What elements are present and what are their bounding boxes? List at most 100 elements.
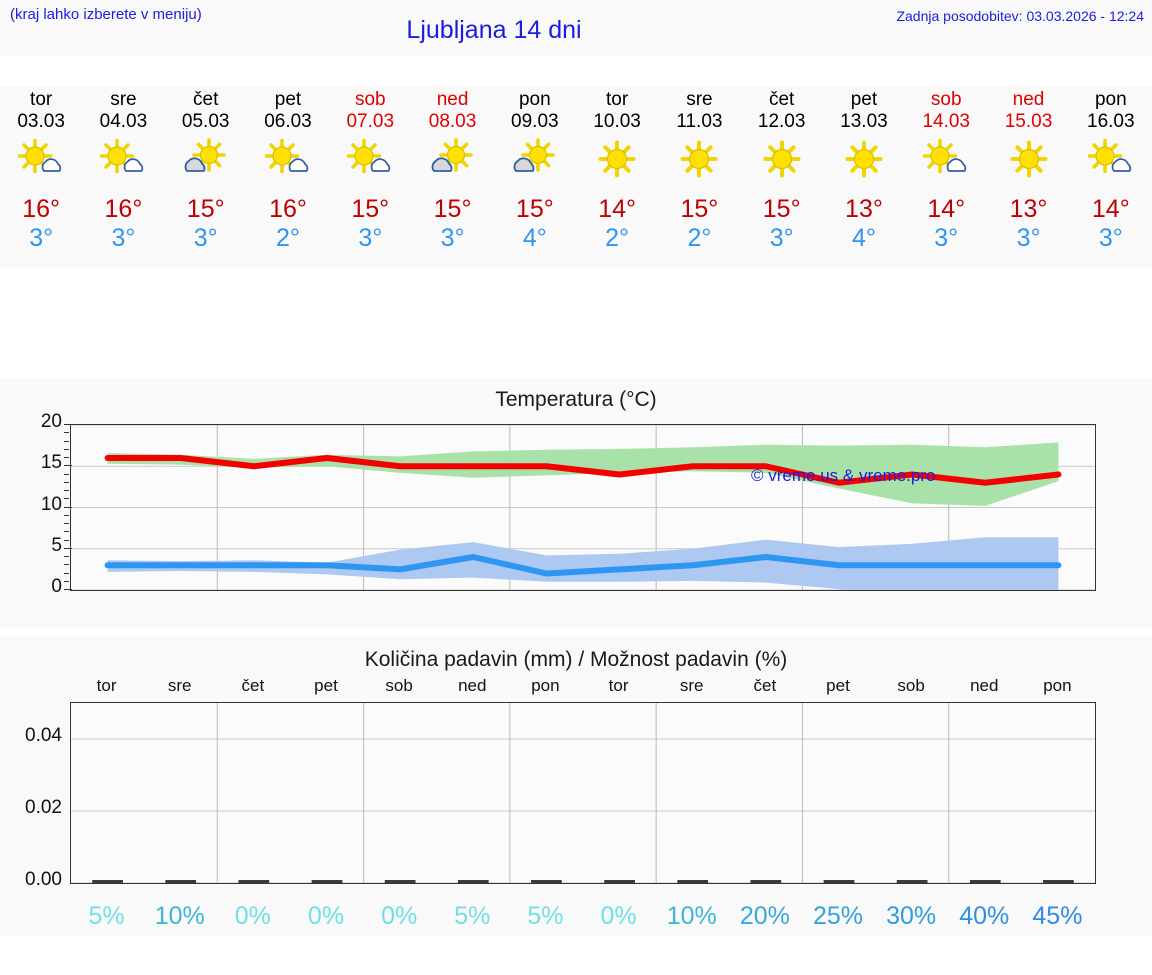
day-temp-min: 4° xyxy=(852,224,876,252)
forecast-day-column[interactable]: ned 15.03 13° 3° xyxy=(987,86,1069,268)
temperature-chart-title: Temperatura (°C) xyxy=(495,388,657,411)
day-temp-min: 3° xyxy=(1098,224,1123,252)
temperature-y-tick xyxy=(64,498,69,500)
temperature-y-tick xyxy=(64,457,69,458)
sun-cloud-icon xyxy=(257,136,319,182)
temperature-y-tick xyxy=(64,473,69,475)
temperature-min-line xyxy=(104,554,1062,577)
location-hint: (kraj lahko izberete v meniju) xyxy=(10,6,202,23)
forecast-day-column[interactable]: sre 11.03 15° 2° xyxy=(658,86,740,268)
forecast-day-column[interactable]: sob 07.03 15° 3° xyxy=(329,86,411,268)
precipitation-bars xyxy=(92,880,1074,883)
day-temp-min: 2° xyxy=(687,224,712,252)
precipitation-day-label: ned xyxy=(970,676,999,695)
day-name: pon xyxy=(1094,89,1127,110)
day-date: 12.03 xyxy=(757,111,806,132)
precipitation-day-label: pet xyxy=(826,676,850,695)
temperature-y-tick xyxy=(64,589,72,590)
day-temp-max: 13° xyxy=(845,195,883,223)
forecast-day-column[interactable]: pon 09.03 15° 4° xyxy=(494,86,576,268)
sun-icon xyxy=(586,136,648,182)
temperature-y-tick xyxy=(64,564,69,566)
precipitation-probability-label: 0% xyxy=(307,902,345,930)
day-temp-max: 13° xyxy=(1009,195,1048,223)
precipitation-probability-label: 5% xyxy=(527,902,564,930)
forecast-day-strip: tor 03.03 16° 3° sre 04.03 16° 3° čet 05.03 15°… xyxy=(0,86,1152,268)
precipitation-probability-label: 45% xyxy=(1032,902,1083,930)
day-date: 09.03 xyxy=(511,111,559,132)
day-name: pet xyxy=(274,89,302,110)
day-temp-min: 3° xyxy=(769,224,794,252)
temperature-y-tick-label: 5 xyxy=(51,534,62,556)
temperature-y-tick xyxy=(64,490,69,491)
forecast-day-column[interactable]: čet 12.03 15° 3° xyxy=(741,86,823,268)
forecast-day-column[interactable]: sob 14.03 14° 3° xyxy=(905,86,987,268)
day-name: ned xyxy=(1012,89,1045,110)
forecast-day-column[interactable]: tor 03.03 16° 3° xyxy=(0,86,82,268)
precipitation-day-label: sre xyxy=(679,676,704,695)
page-title: Ljubljana 14 dni xyxy=(406,16,582,44)
day-temp-min: 3° xyxy=(111,224,136,252)
precipitation-day-label: čet xyxy=(241,676,265,695)
day-temp-max: 14° xyxy=(1091,195,1130,223)
day-temp-min: 2° xyxy=(276,224,300,252)
sun-cloud-icon xyxy=(10,136,72,182)
forecast-day-column[interactable]: sre 04.03 16° 3° xyxy=(82,86,164,268)
precipitation-probability-label: 0% xyxy=(600,902,637,930)
day-name: tor xyxy=(30,89,53,110)
sun-cloud-icon xyxy=(339,136,401,182)
temperature-y-tick-label: 20 xyxy=(40,411,62,432)
precipitation-day-label: pon xyxy=(1043,676,1072,695)
day-date: 14.03 xyxy=(922,111,970,132)
day-date: 16.03 xyxy=(1087,111,1135,132)
day-date: 07.03 xyxy=(346,111,395,132)
day-name: tor xyxy=(606,89,629,110)
precipitation-probability-label: 5% xyxy=(454,902,491,930)
temperature-y-tick xyxy=(64,481,69,483)
precipitation-plot-area xyxy=(70,702,1096,884)
temperature-y-tick xyxy=(64,539,69,541)
sun-icon xyxy=(751,136,813,182)
precipitation-day-label: sob xyxy=(897,676,925,695)
day-temp-min: 3° xyxy=(934,224,959,252)
temperature-min-band xyxy=(107,537,1059,590)
precipitation-series-svg xyxy=(71,703,1095,884)
day-name: sob xyxy=(354,89,386,110)
day-date: 03.03 xyxy=(17,111,65,132)
chart-gridlines xyxy=(71,703,1095,884)
cloud-sun-icon xyxy=(422,136,484,182)
temperature-y-tick xyxy=(64,448,69,450)
precipitation-y-tick-label: 0.04 xyxy=(25,725,62,746)
day-date: 11.03 xyxy=(676,111,723,132)
sun-icon xyxy=(668,136,730,182)
day-date: 13.03 xyxy=(840,111,888,132)
forecast-day-column[interactable]: čet 05.03 15° 3° xyxy=(165,86,247,268)
day-temp-max: 16° xyxy=(22,195,61,223)
precipitation-day-label: sob xyxy=(385,676,413,695)
forecast-day-column[interactable]: ned 08.03 15° 3° xyxy=(411,86,493,268)
day-temp-max: 14° xyxy=(598,195,637,223)
forecast-day-column[interactable]: pet 13.03 13° 4° xyxy=(823,86,905,268)
day-date: 04.03 xyxy=(99,111,148,132)
precipitation-probability-label: 40% xyxy=(959,902,1010,930)
day-temp-min: 3° xyxy=(440,224,465,252)
temperature-y-tick xyxy=(64,506,72,508)
day-name: sre xyxy=(110,89,137,110)
temperature-y-tick xyxy=(64,531,69,533)
day-name: pon xyxy=(518,89,551,110)
sun-cloud-icon xyxy=(1080,136,1142,182)
day-temp-max: 15° xyxy=(762,195,801,223)
day-name: čet xyxy=(768,89,795,110)
day-temp-max: 15° xyxy=(186,195,225,223)
day-temp-min: 3° xyxy=(358,224,383,252)
copyright-watermark: © vreme.us & vreme.pro xyxy=(751,466,936,485)
precipitation-probability-label: 10% xyxy=(666,902,717,930)
forecast-day-column[interactable]: tor 10.03 14° 2° xyxy=(576,86,658,268)
last-updated: Zadnja posodobitev: 03.03.2026 - 12:24 xyxy=(896,8,1144,24)
forecast-day-column[interactable]: pon 16.03 14° 3° xyxy=(1070,86,1152,268)
day-name: pet xyxy=(850,89,878,110)
forecast-day-column[interactable]: pet 06.03 16° 2° xyxy=(247,86,329,268)
day-temp-max: 16° xyxy=(269,195,307,223)
precipitation-day-label: tor xyxy=(96,676,117,695)
day-name: sob xyxy=(930,89,962,110)
